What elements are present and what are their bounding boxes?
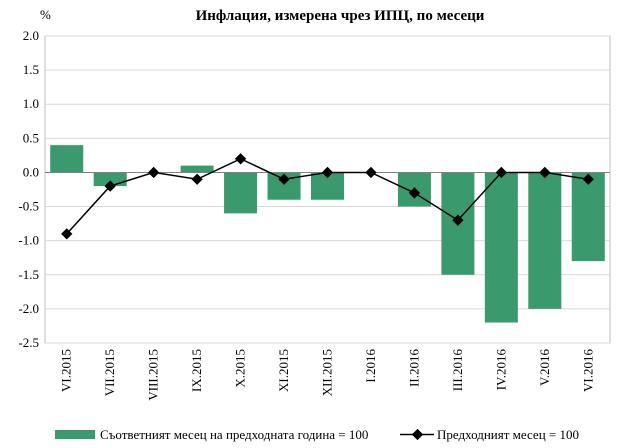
line-point [495, 166, 508, 179]
y-tick-label: -2.0 [18, 301, 39, 316]
x-tick-label: XII.2015 [320, 349, 335, 396]
bar [224, 172, 258, 214]
x-tick-label: V.2016 [537, 349, 552, 386]
x-tick-label: III.2016 [450, 349, 465, 392]
x-tick-label: IV.2016 [493, 349, 508, 391]
line-point [191, 173, 203, 185]
y-tick-label: 1.5 [23, 62, 39, 77]
y-tick-label: -2.5 [18, 335, 39, 350]
legend-bar-label: Съответният месец на предходната година … [100, 427, 368, 442]
x-tick-label: VII.2015 [102, 349, 117, 396]
x-tick-label: XI.2015 [276, 349, 291, 392]
bar [528, 172, 562, 309]
bar [571, 172, 605, 262]
legend-line-marker [411, 428, 424, 441]
y-tick-label: 2.0 [23, 28, 39, 43]
x-tick-label: IX.2015 [189, 349, 204, 392]
line-point [539, 166, 551, 179]
chart-title: Инфлация, измерена чрез ИПЦ, по месеци [196, 8, 485, 24]
line-point [321, 166, 334, 179]
legend-line-label: Предходният месец = 100 [437, 427, 579, 442]
line-point [147, 166, 160, 179]
line-point [582, 173, 594, 185]
x-tick-label: II.2016 [406, 349, 421, 387]
y-tick-label: -0.5 [18, 199, 39, 214]
line-point [365, 166, 377, 179]
line-point [408, 187, 421, 199]
bar [50, 145, 84, 173]
x-tick-label: X.2015 [233, 349, 248, 388]
line-point [278, 173, 290, 185]
x-tick-label: VI.2016 [580, 349, 595, 392]
line-point [234, 153, 247, 165]
y-axis-ticks: 2.0 1.5 1.0 0.5 0.0 -0.5 -1.0 -1.5 -2.0 -2.5 [18, 28, 39, 350]
bar [484, 172, 518, 323]
x-tick-label: I.2016 [363, 349, 378, 383]
y-tick-label: 0.0 [23, 164, 39, 179]
bar-series [50, 145, 605, 323]
line-point [452, 214, 464, 226]
x-tick-label: VIII.2015 [146, 349, 161, 401]
bar [93, 172, 127, 187]
line-series [61, 153, 594, 240]
legend: Съответният месец на предходната година … [55, 427, 579, 442]
x-axis-ticks: VI.2015 VII.2015 VIII.2015 IX.2015 X.2015 XI.… [59, 349, 596, 401]
x-tick-label: VI.2015 [59, 349, 74, 392]
legend-bar-swatch [55, 430, 95, 439]
bar [180, 165, 214, 173]
y-tick-label: -1.5 [18, 267, 39, 282]
y-tick-label: -1.0 [18, 233, 39, 248]
y-unit-label: % [40, 7, 51, 22]
y-tick-label: 1.0 [23, 96, 39, 111]
y-tick-label: 0.5 [23, 130, 39, 145]
